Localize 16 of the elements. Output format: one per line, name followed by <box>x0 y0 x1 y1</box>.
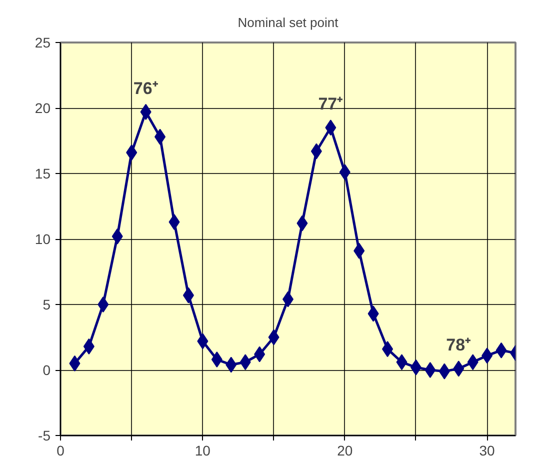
annotation: 78⁺ <box>446 336 472 355</box>
y-tick-label: 10 <box>34 231 51 247</box>
y-tick-label: -5 <box>38 428 51 444</box>
y-tick-label: 15 <box>34 166 51 182</box>
point <box>424 362 436 378</box>
x-tick-label: 10 <box>194 442 211 458</box>
y-tick-label: 0 <box>42 362 51 378</box>
x-tick-label: 0 <box>56 442 65 458</box>
x-tick-label: 20 <box>337 442 353 458</box>
chart-title: Nominal set point <box>238 15 339 30</box>
y-tick-label: 25 <box>34 34 51 50</box>
y-tick-label: 20 <box>34 100 51 116</box>
point <box>98 296 109 312</box>
annotation: 76⁺ <box>133 78 158 98</box>
x-tick-label: 30 <box>479 442 496 458</box>
y-tick-label: 5 <box>42 296 51 312</box>
